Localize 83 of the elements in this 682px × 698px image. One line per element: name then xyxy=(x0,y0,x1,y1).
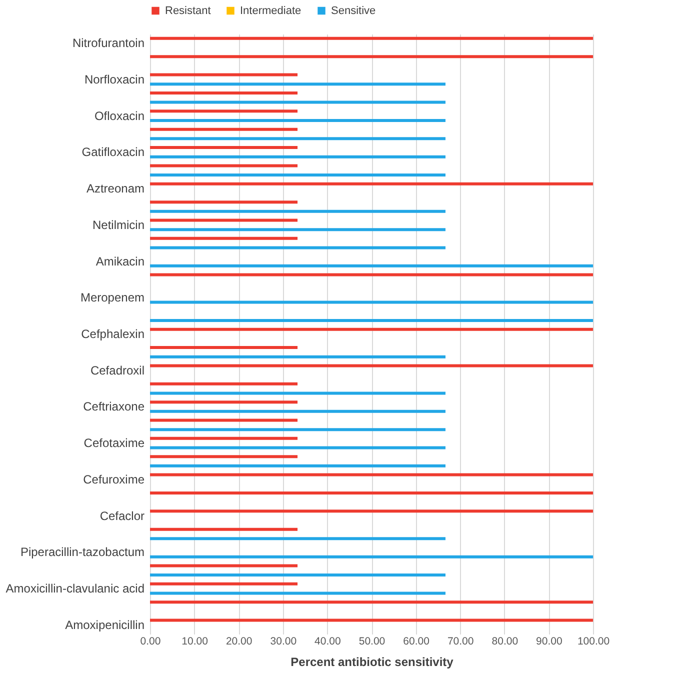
y-tick-label: Netilmicin xyxy=(92,218,144,232)
bar xyxy=(150,100,446,104)
bar xyxy=(150,273,593,276)
bar xyxy=(150,473,593,476)
bar xyxy=(150,146,298,150)
bar xyxy=(150,110,298,113)
bar xyxy=(150,410,446,413)
y-tick-label: Cefadroxil xyxy=(90,363,144,378)
x-tick-label: 20.00 xyxy=(226,636,252,648)
y-tick-label: Norfloxacin xyxy=(84,72,144,86)
x-tick-label: 90.00 xyxy=(536,636,562,648)
bar xyxy=(150,118,446,122)
bar xyxy=(150,228,446,232)
bar xyxy=(150,436,298,440)
y-tick-label: Nitrofurantoin xyxy=(72,36,144,50)
y-tick-label: Cefuroxime xyxy=(83,472,145,486)
bar xyxy=(150,364,593,368)
x-tick-label: 50.00 xyxy=(358,636,386,648)
y-tick-label: Cefaclor xyxy=(100,508,144,523)
bar xyxy=(150,210,446,213)
bar xyxy=(150,618,593,622)
bar xyxy=(150,428,446,432)
bar xyxy=(150,137,446,140)
bar xyxy=(150,582,298,586)
legend-label: Sensitive xyxy=(331,4,376,17)
bar xyxy=(150,382,298,386)
bar xyxy=(150,128,298,131)
y-tick-label: Ofloxacin xyxy=(94,108,144,123)
bar xyxy=(150,555,593,558)
bar xyxy=(150,537,446,540)
bar xyxy=(150,264,593,268)
bar xyxy=(150,200,298,204)
x-tick-label: 100.00 xyxy=(577,636,610,648)
y-tick-label: Piperacillin-tazobactum xyxy=(20,545,144,560)
bar xyxy=(150,446,446,450)
x-tick-label: 10.00 xyxy=(182,636,208,648)
bar xyxy=(150,73,298,76)
y-tick-label: Gatifloxacin xyxy=(82,145,144,160)
y-tick-label: Amoxicillin-clavulanic acid xyxy=(6,582,144,596)
bar xyxy=(150,328,593,331)
bar xyxy=(150,346,298,350)
y-tick-label: Aztreonam xyxy=(86,182,144,196)
bar xyxy=(150,418,298,422)
x-axis-title: Percent antibiotic sensitivity xyxy=(290,655,454,669)
legend-label: Intermediate xyxy=(240,4,302,17)
bar xyxy=(150,592,446,595)
bar xyxy=(150,564,298,568)
y-tick-label: Amikacin xyxy=(96,254,144,268)
x-tick-label: 0.00 xyxy=(140,636,161,648)
bar xyxy=(150,82,446,86)
bar xyxy=(150,528,298,531)
bar xyxy=(150,300,593,304)
x-tick-label: 60.00 xyxy=(403,636,430,648)
bar xyxy=(150,400,298,404)
bar xyxy=(150,36,593,40)
bar xyxy=(150,91,298,94)
bar xyxy=(150,392,446,395)
bar xyxy=(150,491,593,494)
x-tick-label: 80.00 xyxy=(492,636,518,648)
y-tick-label: Cefphalexin xyxy=(81,327,144,341)
bar xyxy=(150,155,446,158)
bar xyxy=(150,174,446,177)
x-tick-label: 30.00 xyxy=(270,636,297,648)
bar xyxy=(150,182,593,186)
bar xyxy=(150,55,593,58)
bar xyxy=(150,464,446,468)
legend-label: Resistant xyxy=(165,4,211,17)
bar xyxy=(150,218,298,222)
y-tick-label: Cefotaxime xyxy=(84,436,145,450)
bar xyxy=(150,600,593,604)
bar xyxy=(150,455,298,458)
bar xyxy=(150,574,446,577)
bar xyxy=(150,236,298,240)
bar xyxy=(150,246,446,250)
bar xyxy=(150,510,593,513)
x-tick-label: 70.00 xyxy=(447,636,474,648)
y-tick-label: Amoxipenicillin xyxy=(65,618,144,632)
bar xyxy=(150,318,593,322)
bar xyxy=(150,355,446,358)
bar xyxy=(150,164,298,168)
y-tick-label: Ceftriaxone xyxy=(83,400,145,414)
y-tick-label: Meropenem xyxy=(80,290,145,305)
x-tick-label: 40.00 xyxy=(314,636,341,648)
